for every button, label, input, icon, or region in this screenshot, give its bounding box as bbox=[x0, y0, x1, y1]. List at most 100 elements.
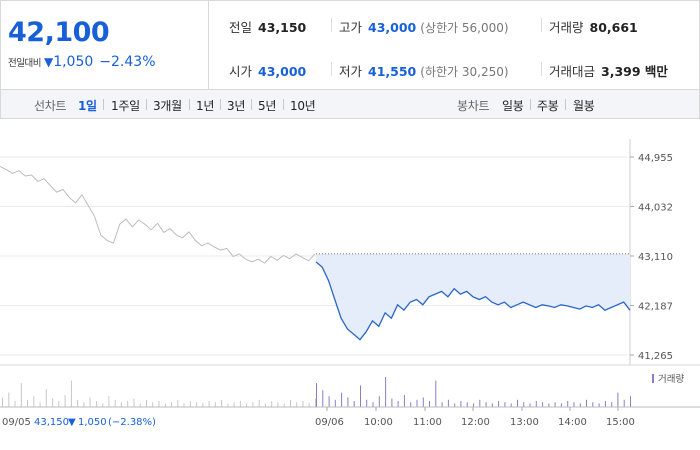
x-tick-label: 15:00 bbox=[606, 417, 635, 428]
volume-bar bbox=[177, 399, 179, 407]
candle-monthly[interactable]: 월봉 bbox=[573, 99, 595, 113]
volume-bar bbox=[227, 403, 229, 407]
y-tick-label: 44,032 bbox=[638, 203, 673, 214]
volume-bar bbox=[152, 402, 154, 407]
volume-bar bbox=[14, 401, 16, 407]
current-price-box: 42,100 전일대비 ▼ 1,050 −2.43% bbox=[1, 1, 209, 89]
volume-bar bbox=[316, 383, 317, 407]
candle-daily[interactable]: 일봉 bbox=[502, 99, 524, 113]
volume-bar bbox=[214, 402, 216, 407]
volume-bar bbox=[183, 403, 185, 407]
divider bbox=[220, 99, 221, 110]
volume-bar bbox=[498, 401, 500, 407]
candle-chart-label: 봉차트 bbox=[457, 99, 490, 113]
stat-label: 저가 bbox=[339, 64, 363, 79]
volume-bar bbox=[429, 401, 430, 407]
volume-bar bbox=[33, 396, 35, 407]
volume-bar bbox=[385, 377, 387, 407]
stat-value: 41,550 bbox=[368, 64, 417, 79]
volume-bar bbox=[83, 402, 85, 407]
volume-bar bbox=[604, 401, 606, 407]
volume-bar bbox=[322, 390, 324, 407]
volume-bar bbox=[447, 399, 449, 407]
volume-bar bbox=[27, 399, 28, 407]
volume-bar bbox=[372, 402, 374, 407]
quote-summary-panel: 42,100 전일대비 ▼ 1,050 −2.43% 전일 43,150 고가 43… bbox=[0, 0, 700, 90]
divider bbox=[146, 99, 147, 110]
volume-bar bbox=[347, 397, 349, 407]
volume-bar bbox=[403, 395, 405, 407]
period-10y[interactable]: 10년 bbox=[290, 99, 316, 113]
stat-low: 저가 41,550 (하한가 30,250) bbox=[339, 61, 509, 80]
volume-bar bbox=[39, 402, 41, 407]
volume-bar bbox=[341, 392, 343, 407]
volume-bar bbox=[529, 403, 531, 407]
volume-bar bbox=[579, 403, 581, 407]
y-tick-label: 43,110 bbox=[638, 252, 673, 263]
volume-bar bbox=[45, 389, 47, 407]
y-axis: 44,955 44,032 43,110 42,187 41,265 bbox=[630, 153, 673, 362]
volume-bar bbox=[8, 392, 10, 407]
volume-bar bbox=[391, 398, 393, 407]
line-chart-label: 선차트 bbox=[34, 99, 67, 113]
volume-bar bbox=[89, 397, 91, 407]
x-tick-label: 10:00 bbox=[364, 417, 393, 428]
volume-bar bbox=[70, 380, 72, 407]
y-tick-label: 42,187 bbox=[638, 302, 673, 313]
x-tick-label: 13:00 bbox=[510, 417, 539, 428]
volume-bar bbox=[20, 383, 22, 407]
prev-day-caption-date: 09/05 bbox=[2, 417, 31, 428]
volume-bar bbox=[196, 402, 198, 407]
volume-bar bbox=[554, 402, 556, 407]
volume-bar bbox=[108, 396, 110, 407]
volume-bar bbox=[246, 403, 248, 407]
candle-weekly[interactable]: 주봉 bbox=[537, 99, 559, 113]
volume-bar bbox=[221, 399, 223, 407]
x-axis: 09/06 10:00 11:00 12:00 13:00 14:00 15:00 bbox=[315, 407, 635, 428]
volume-bar bbox=[171, 402, 172, 407]
volume-bar bbox=[164, 403, 166, 407]
stat-trade-value: 거래대금 3,399 백만 bbox=[549, 61, 668, 80]
period-5y[interactable]: 5년 bbox=[258, 99, 277, 113]
volume-bar bbox=[573, 402, 575, 407]
volume-bar bbox=[127, 401, 129, 407]
divider bbox=[530, 99, 531, 110]
chart-period-bar: 선차트 1일 1주일 3개월 1년 3년 5년 10년 봉차트 일봉 주봉 월봉 bbox=[0, 90, 700, 119]
period-1y[interactable]: 1년 bbox=[196, 99, 215, 113]
period-3y[interactable]: 3년 bbox=[227, 99, 246, 113]
volume-bar bbox=[114, 399, 116, 407]
y-tick-label: 41,265 bbox=[638, 351, 673, 362]
divider bbox=[331, 62, 332, 76]
volume-bar bbox=[120, 402, 122, 407]
volume-bar bbox=[283, 403, 285, 407]
volume-bar bbox=[586, 399, 587, 407]
price-chart-svg: 44,955 44,032 43,110 42,187 41,265 거래량 09/06… bbox=[0, 139, 700, 428]
volume-bar bbox=[592, 402, 594, 407]
volume-bar bbox=[598, 403, 600, 407]
chart-grid bbox=[0, 139, 631, 365]
volume-bar bbox=[64, 395, 66, 407]
volume-bar bbox=[239, 401, 241, 407]
volume-bar bbox=[252, 402, 254, 407]
volume-bar bbox=[548, 403, 550, 407]
period-1w[interactable]: 1주일 bbox=[111, 99, 140, 113]
stat-volume: 거래량 80,661 bbox=[549, 17, 638, 36]
volume-bar bbox=[378, 396, 380, 407]
divider bbox=[565, 99, 566, 110]
period-3m[interactable]: 3개월 bbox=[153, 99, 182, 113]
volume-bar bbox=[479, 399, 481, 407]
period-1d[interactable]: 1일 bbox=[78, 99, 97, 113]
lower-limit: (하한가 30,250) bbox=[420, 65, 509, 79]
divider bbox=[331, 18, 332, 32]
stat-label: 시가 bbox=[229, 64, 253, 79]
volume-bar bbox=[491, 403, 493, 407]
volume-bar bbox=[189, 401, 191, 407]
volume-bar bbox=[158, 401, 160, 407]
volume-bar bbox=[58, 401, 60, 407]
volume-bar bbox=[535, 401, 537, 407]
volume-bar bbox=[271, 401, 273, 407]
volume-bars bbox=[2, 377, 631, 407]
volume-bar bbox=[473, 403, 474, 407]
prev-day-price-line bbox=[0, 165, 316, 264]
volume-bar bbox=[296, 402, 298, 407]
